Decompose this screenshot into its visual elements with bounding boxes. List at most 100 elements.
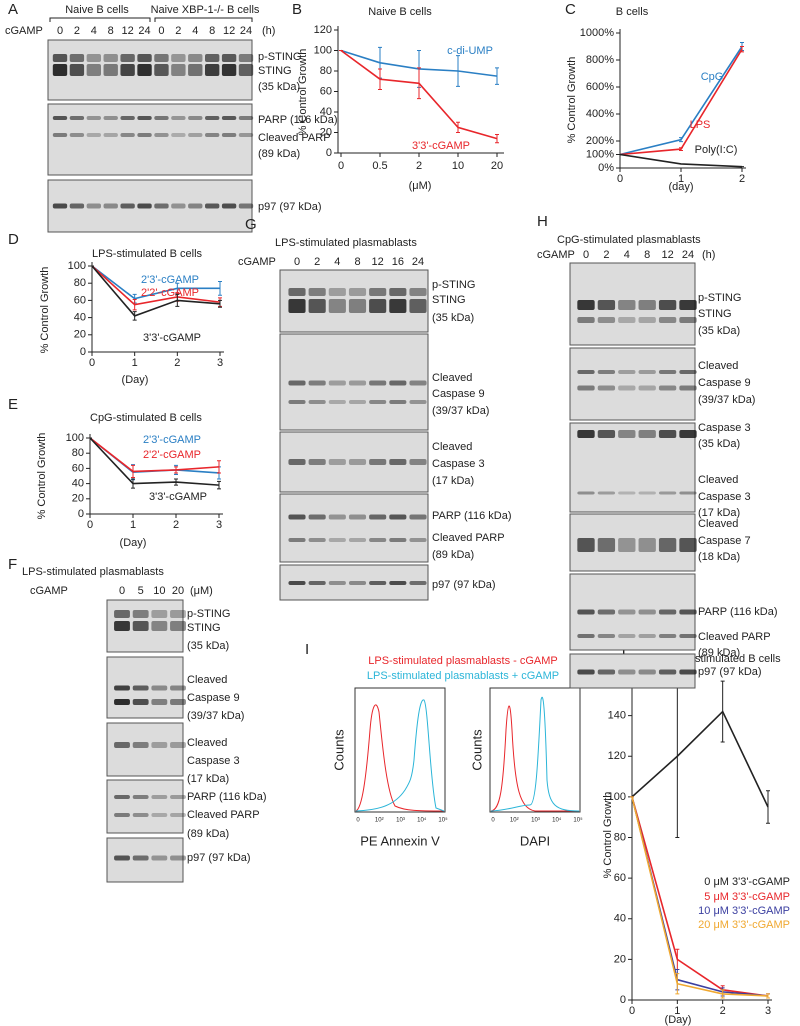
band <box>618 430 636 438</box>
band <box>154 54 169 62</box>
band <box>151 795 168 799</box>
band <box>577 430 595 438</box>
x-tick-label: 1 <box>130 519 136 531</box>
flow-plot-frame <box>354 687 446 813</box>
lane-label: 2 <box>175 25 181 37</box>
blot-label: PARP (116 kDa) <box>258 114 337 126</box>
lane-label: 0 <box>294 256 300 268</box>
band <box>348 400 367 404</box>
y-tick-label: 0 <box>326 147 332 159</box>
band <box>597 491 616 495</box>
chart-title: Naive B cells <box>368 6 432 18</box>
band <box>154 203 169 209</box>
band <box>221 54 237 62</box>
band <box>348 459 367 465</box>
band <box>238 133 254 137</box>
lane-label: 8 <box>108 25 114 37</box>
band <box>120 64 135 76</box>
blot-label: Caspase 3 <box>698 422 751 434</box>
band <box>369 299 387 313</box>
band <box>577 300 595 310</box>
band <box>114 621 130 631</box>
blot-label: p-STING <box>187 608 230 620</box>
lane-label: 24 <box>412 256 424 268</box>
lane-label: 4 <box>192 25 198 37</box>
band <box>188 203 203 209</box>
x-tick-label: 10 <box>452 160 464 172</box>
band <box>618 669 636 675</box>
band <box>204 64 220 76</box>
band <box>308 459 326 465</box>
band <box>618 385 636 391</box>
error-bar <box>766 790 770 824</box>
axis-label: % Control Growth <box>297 49 309 136</box>
band <box>204 116 220 120</box>
band <box>114 855 130 861</box>
band <box>389 400 407 404</box>
band <box>389 299 407 313</box>
series-label: CpG <box>701 71 724 83</box>
flow-curve <box>490 696 580 812</box>
error-bar <box>740 46 744 53</box>
panel-label: D <box>8 231 19 248</box>
band <box>114 699 130 705</box>
band <box>658 300 677 310</box>
band <box>409 299 427 313</box>
band <box>618 317 636 323</box>
band <box>369 459 387 465</box>
band <box>103 133 118 137</box>
x-tick-label: 10² <box>375 818 384 824</box>
y-tick-label: 80 <box>320 65 332 77</box>
series-label: Poly(I:C) <box>695 144 738 156</box>
band <box>679 538 697 552</box>
axis-label: % Control Growth <box>602 792 614 879</box>
band <box>69 54 85 62</box>
blot-label: (39/37 kDa) <box>698 394 755 406</box>
band <box>409 288 427 296</box>
panel-label: I <box>305 641 309 658</box>
y-tick-label: 20 <box>72 493 84 505</box>
unit-label: (h) <box>702 249 715 261</box>
band <box>679 317 697 323</box>
series-line <box>631 796 769 997</box>
y-tick-label: 140 <box>608 710 626 722</box>
x-tick-label: 10² <box>510 818 519 824</box>
band <box>171 64 186 76</box>
blot-label: (89 kDa) <box>187 828 229 840</box>
lane-label: 12 <box>372 256 384 268</box>
flow-curve <box>355 699 445 812</box>
series-line <box>89 437 220 486</box>
band <box>132 699 149 705</box>
band <box>288 288 306 296</box>
series-label: c-di-UMP <box>447 45 493 57</box>
band <box>114 742 130 748</box>
blot-label: Caspase 9 <box>187 692 240 704</box>
band <box>597 634 616 638</box>
blot-label: STING <box>698 308 732 320</box>
y-tick-label: 100 <box>68 260 86 272</box>
band <box>221 133 237 137</box>
band <box>577 317 595 323</box>
y-tick-label: 40 <box>72 478 84 490</box>
band <box>369 380 387 386</box>
y-tick-label: 80 <box>614 831 626 843</box>
blot-label: STING <box>187 622 221 634</box>
panel-label: H <box>537 213 548 230</box>
lane-label: 24 <box>138 25 150 37</box>
band <box>52 64 68 76</box>
blot-label: (89 kDa) <box>258 148 300 160</box>
band <box>120 54 135 62</box>
error-bar <box>218 299 222 308</box>
blot-header: Naive XBP-1-/- B cells <box>151 4 260 16</box>
blot-label: Cleaved <box>432 372 472 384</box>
band <box>369 514 387 520</box>
band <box>52 54 68 62</box>
blot-label: Cleaved PARP <box>258 132 331 144</box>
band <box>638 385 656 391</box>
band <box>170 742 186 748</box>
band <box>170 795 186 799</box>
chart-title: B cells <box>616 6 649 18</box>
band <box>86 133 102 137</box>
band <box>120 116 135 120</box>
x-tick-label: 3 <box>217 357 223 369</box>
